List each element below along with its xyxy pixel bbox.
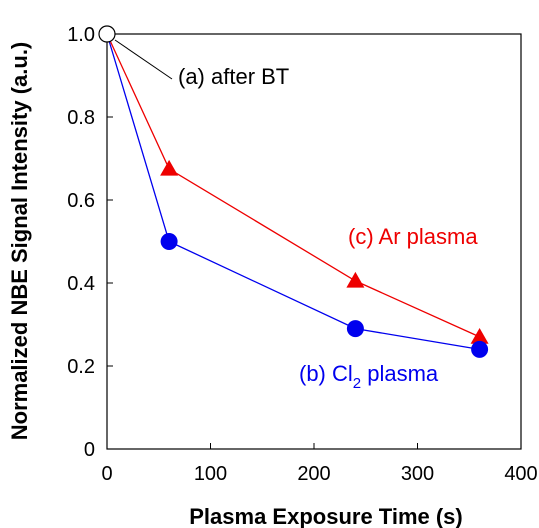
data-point-cl2-circle xyxy=(346,320,364,338)
y-axis-title: Normalized NBE Signal Intensity (a.u.) xyxy=(7,42,32,441)
y-tick-label: 0.6 xyxy=(67,190,95,212)
series-line-ar xyxy=(106,33,480,338)
x-tick-label: 100 xyxy=(194,463,227,485)
annotation-c-label: (c) Ar plasma xyxy=(348,224,478,249)
series-layer xyxy=(106,33,489,358)
x-axis-ticks: 0 100 200 300 400 xyxy=(101,443,538,485)
y-axis-ticks: 0 0.2 0.4 0.6 0.8 1.0 xyxy=(67,24,113,461)
x-tick-label: 200 xyxy=(297,463,330,485)
y-tick-label: 1.0 xyxy=(67,24,95,46)
x-tick-label: 0 xyxy=(101,463,112,485)
reference-point-open-circle xyxy=(98,25,116,43)
x-axis-title: Plasma Exposure Time (s) xyxy=(189,504,463,528)
data-point-cl2-circle xyxy=(160,233,178,250)
data-point-cl2-circle xyxy=(471,340,489,358)
data-point-ar-triangle xyxy=(160,159,179,176)
data-point-ar-triangle xyxy=(346,271,365,288)
x-tick-label: 300 xyxy=(401,463,434,485)
y-tick-label: 0 xyxy=(84,439,95,461)
y-tick-label: 0.4 xyxy=(67,273,95,295)
reference-layer xyxy=(98,25,116,43)
series-line-cl2 xyxy=(106,33,480,351)
annotation-b-label-main: (b) Cl xyxy=(299,361,353,386)
annotation-b-label-subscript: 2 xyxy=(353,375,361,392)
y-tick-label: 0.2 xyxy=(67,356,95,378)
data-point-ar-triangle xyxy=(470,327,489,344)
annotation-b-label: (b) Cl2 plasma xyxy=(299,361,439,392)
annotation-a-label: (a) after BT xyxy=(178,64,289,89)
y-tick-label: 0.8 xyxy=(67,107,95,129)
annotation-a-leader-line xyxy=(114,39,173,80)
annotation-b-label-tail: plasma xyxy=(361,361,439,386)
x-tick-label: 400 xyxy=(504,463,537,485)
